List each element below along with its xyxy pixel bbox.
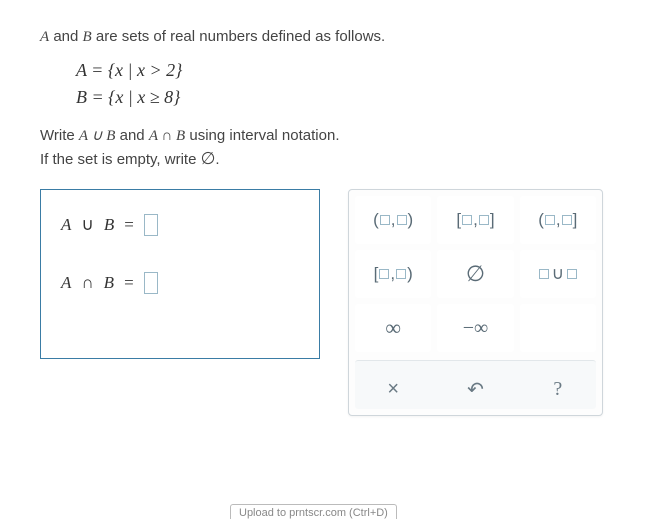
intro-and: and — [49, 28, 82, 45]
union-answer-line: A ∪ B = — [61, 214, 299, 236]
empty-set-symbol: ∅ — [201, 149, 216, 168]
union-input[interactable] — [144, 214, 158, 236]
pal-union-chain[interactable]: ∪ — [520, 250, 596, 298]
pal-closed-closed[interactable]: [,] — [437, 196, 513, 244]
instr2-pre: If the set is empty, write — [40, 151, 201, 168]
instr1-union: A ∪ B — [79, 128, 116, 144]
set-a-name: A — [40, 29, 49, 45]
intro-tail: are sets of real numbers defined as foll… — [92, 28, 385, 45]
upload-bar[interactable]: Upload to prntscr.com (Ctrl+D) — [230, 504, 397, 519]
set-definitions: A = {x | x > 2} B = {x | x ≥ 8} — [76, 60, 610, 108]
inter-op: ∩ — [81, 273, 93, 293]
pal-open-open[interactable]: (,) — [355, 196, 431, 244]
palette-actions: × ↶ ? — [355, 360, 596, 409]
pal-closed-open[interactable]: [,) — [355, 250, 431, 298]
set-b-def: B = {x | x ≥ 8} — [76, 87, 610, 108]
set-a-def: A = {x | x > 2} — [76, 60, 610, 81]
inter-b: B — [104, 273, 114, 293]
problem-intro: A and B are sets of real numbers defined… — [40, 28, 610, 46]
clear-button[interactable]: × — [355, 369, 431, 409]
pal-neg-infinity[interactable]: −∞ — [437, 304, 513, 352]
instr2-tail: . — [215, 151, 219, 168]
undo-button[interactable]: ↶ — [437, 369, 513, 409]
instr1-inter: A ∩ B — [149, 128, 185, 144]
set-b-name: B — [83, 29, 92, 45]
instr1-tail: using interval notation. — [185, 127, 339, 144]
help-button[interactable]: ? — [520, 369, 596, 409]
pal-empty-set[interactable]: ∅ — [437, 250, 513, 298]
symbol-palette: (,) [,] (,] [,) ∅ ∪ ∞ −∞ × ↶ ? — [348, 189, 603, 416]
instruction-1: Write A ∪ B and A ∩ B using interval not… — [40, 126, 610, 145]
instr1-and: and — [115, 127, 148, 144]
pal-infinity[interactable]: ∞ — [355, 304, 431, 352]
union-op: ∪ — [81, 215, 93, 235]
inter-answer-line: A ∩ B = — [61, 272, 299, 294]
instr1-pre: Write — [40, 127, 79, 144]
union-a: A — [61, 215, 71, 235]
pal-open-closed[interactable]: (,] — [520, 196, 596, 244]
inter-a: A — [61, 273, 71, 293]
union-b: B — [104, 215, 114, 235]
inter-eq: = — [124, 273, 134, 293]
inter-input[interactable] — [144, 272, 158, 294]
union-eq: = — [124, 215, 134, 235]
pal-spacer — [520, 304, 596, 352]
instruction-2: If the set is empty, write ∅. — [40, 149, 610, 169]
answer-box: A ∪ B = A ∩ B = — [40, 189, 320, 359]
